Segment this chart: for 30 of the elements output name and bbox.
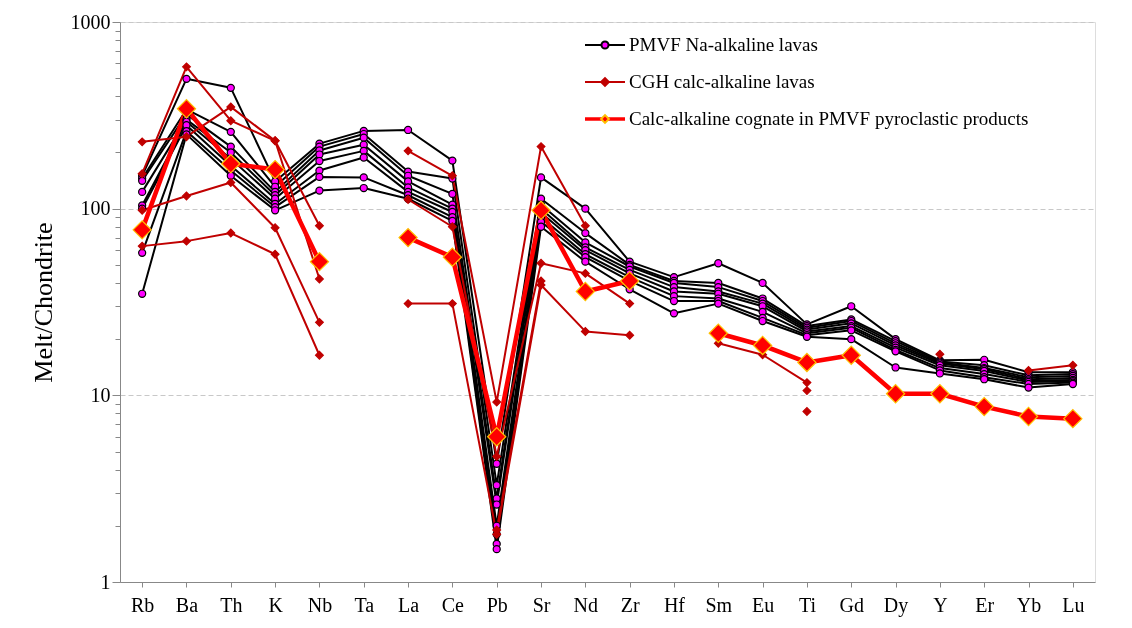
x-tick-label: Nd	[573, 593, 599, 616]
x-tick-label: Dy	[883, 593, 909, 617]
x-tick-label: Y	[933, 593, 948, 616]
x-tick-label: Ba	[175, 593, 199, 616]
y-tick-label: 1000	[70, 10, 111, 33]
x-tick-label: Er	[975, 593, 995, 616]
x-tick-label: Sr	[532, 593, 551, 616]
legend-label: CGH calc-alkaline lavas	[629, 71, 815, 92]
x-tick-label: Sm	[705, 593, 733, 616]
x-tick-label: Ti	[798, 593, 817, 616]
legend-label: PMVF Na-alkaline lavas	[629, 34, 818, 55]
x-tick-label: Ce	[441, 593, 465, 616]
x-tick-label: Hf	[663, 593, 686, 616]
legend-label: Calc-alkaline cognate in PMVF pyroclastic products	[629, 108, 1029, 129]
y-tick-label: 1	[100, 570, 111, 593]
x-tick-label: Pb	[486, 593, 508, 616]
x-tick-label: Yb	[1016, 593, 1042, 616]
y-axis-title: Melt/Chondrite	[28, 222, 58, 383]
y-tick-label: 100	[80, 197, 111, 220]
x-tick-label: Rb	[130, 593, 155, 616]
x-tick-label: Zr	[620, 593, 640, 616]
y-tick-label: 10	[90, 383, 111, 406]
x-tick-label: Eu	[752, 593, 775, 616]
x-tick-label: Gd	[839, 593, 864, 616]
x-tick-label: Lu	[1062, 593, 1085, 616]
x-tick-label: Ta	[354, 593, 375, 616]
x-tick-label: La	[398, 593, 420, 616]
x-tick-label: Nb	[307, 593, 333, 616]
x-tick-label: K	[268, 593, 284, 616]
x-tick-label: Th	[220, 593, 243, 616]
